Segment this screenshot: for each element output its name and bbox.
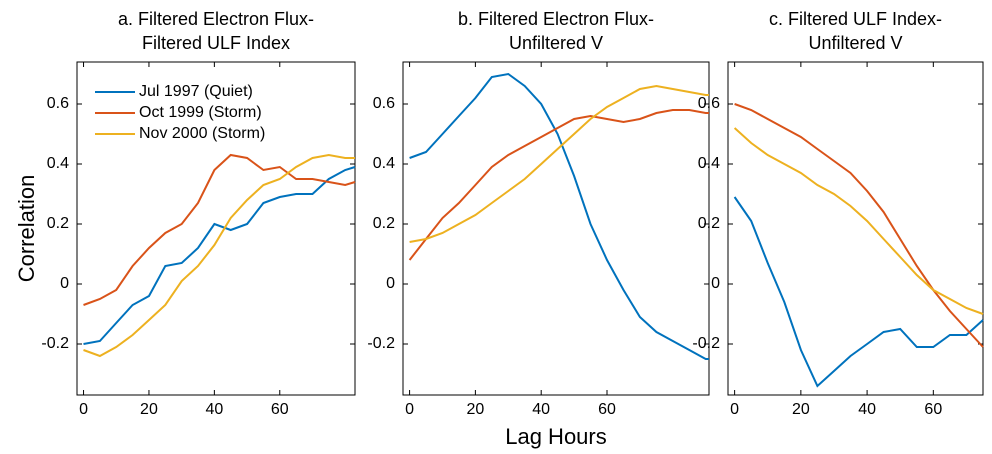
y-tick-label: 0: [386, 275, 395, 292]
y-tick-label: 0.2: [373, 215, 395, 232]
y-tick-label: -0.2: [692, 335, 720, 352]
x-tick-label: 60: [924, 401, 942, 418]
y-tick-label: 0.4: [47, 155, 69, 172]
y-tick-label: 0.4: [698, 155, 720, 172]
x-tick-label: 0: [730, 401, 739, 418]
x-tick-label: 20: [792, 401, 810, 418]
x-tick-label: 60: [271, 401, 289, 418]
x-tick-label: 0: [405, 401, 414, 418]
data-line: [83, 153, 356, 306]
legend-label: Oct 1999 (Storm): [139, 104, 262, 121]
axes-box: [76, 61, 356, 396]
x-tick-label: 40: [532, 401, 550, 418]
data-line: [83, 166, 356, 345]
x-tick-label: 40: [205, 401, 223, 418]
panel-title: Filtered ULF Index: [142, 33, 290, 53]
panel-title: c. Filtered ULF Index-: [769, 9, 942, 29]
y-tick-label: 0.6: [373, 95, 395, 112]
panel-title: a. Filtered Electron Flux-: [118, 9, 314, 29]
x-tick-label: 20: [140, 401, 158, 418]
x-tick-label: 60: [598, 401, 616, 418]
data-line: [733, 196, 984, 388]
y-tick-label: 0.6: [47, 95, 69, 112]
panel-title: Unfiltered V: [808, 33, 902, 53]
legend-label: Nov 2000 (Storm): [139, 125, 265, 142]
y-tick-label: 0.2: [47, 215, 69, 232]
x-tick-label: 0: [79, 401, 88, 418]
data-line: [733, 127, 984, 315]
y-axis-label: Correlation: [14, 175, 39, 283]
y-tick-label: 0.2: [698, 215, 720, 232]
y-tick-label: 0.4: [373, 155, 395, 172]
axes-box: [402, 61, 710, 396]
data-line: [409, 72, 709, 360]
y-tick-label: -0.2: [41, 335, 69, 352]
panel-title: b. Filtered Electron Flux-: [458, 9, 654, 29]
y-tick-label: 0: [60, 275, 69, 292]
data-line: [83, 153, 355, 358]
data-line: [409, 84, 709, 243]
x-axis-label: Lag Hours: [505, 424, 607, 449]
y-tick-label: -0.2: [367, 335, 395, 352]
x-tick-label: 20: [466, 401, 484, 418]
axes-box: [727, 61, 984, 396]
legend-label: Jul 1997 (Quiet): [139, 83, 253, 100]
x-tick-label: 40: [858, 401, 876, 418]
data-line: [408, 109, 709, 261]
y-tick-label: 0.6: [698, 95, 720, 112]
panel-title: Unfiltered V: [509, 33, 603, 53]
y-tick-label: 0: [711, 275, 720, 292]
data-line: [734, 103, 984, 348]
